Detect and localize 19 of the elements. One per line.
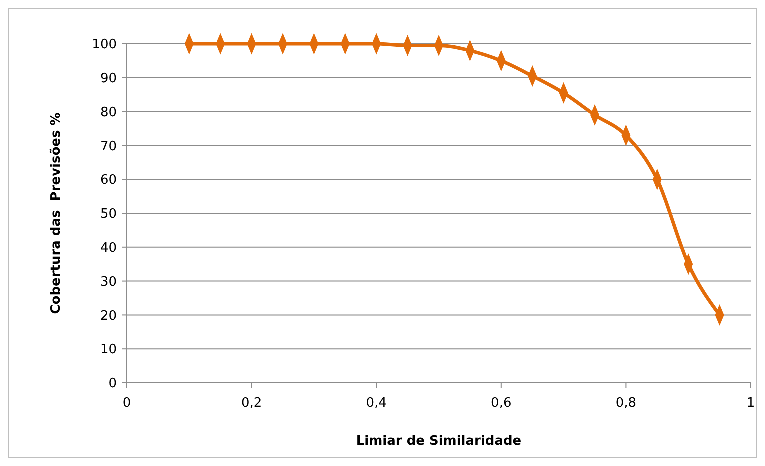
x-tick-label: 1 bbox=[746, 396, 756, 411]
x-tick-label: 0,8 bbox=[616, 396, 637, 411]
x-tick-label: 0,6 bbox=[491, 396, 512, 411]
x-tick-label: 0,2 bbox=[241, 396, 262, 411]
y-tick-label: 10 bbox=[100, 342, 117, 358]
y-tick-label: 90 bbox=[100, 71, 117, 86]
x-axis-title: Limiar de Similaridade bbox=[356, 434, 522, 449]
y-tick-label: 30 bbox=[100, 274, 117, 290]
y-tick-label: 100 bbox=[92, 38, 117, 53]
y-tick-label: 80 bbox=[100, 105, 117, 120]
x-tick-label: 0 bbox=[122, 396, 132, 411]
y-tick-label: 0 bbox=[108, 376, 117, 392]
y-tick-label: 60 bbox=[100, 173, 117, 188]
y-tick-label: 20 bbox=[100, 308, 117, 324]
y-tick-label: 70 bbox=[100, 139, 117, 154]
y-tick-label: 50 bbox=[100, 207, 117, 222]
y-tick-label: 40 bbox=[100, 240, 117, 256]
x-tick-label: 0,4 bbox=[366, 396, 387, 411]
y-axis-title: Cobertura das Previsões % bbox=[49, 112, 64, 314]
